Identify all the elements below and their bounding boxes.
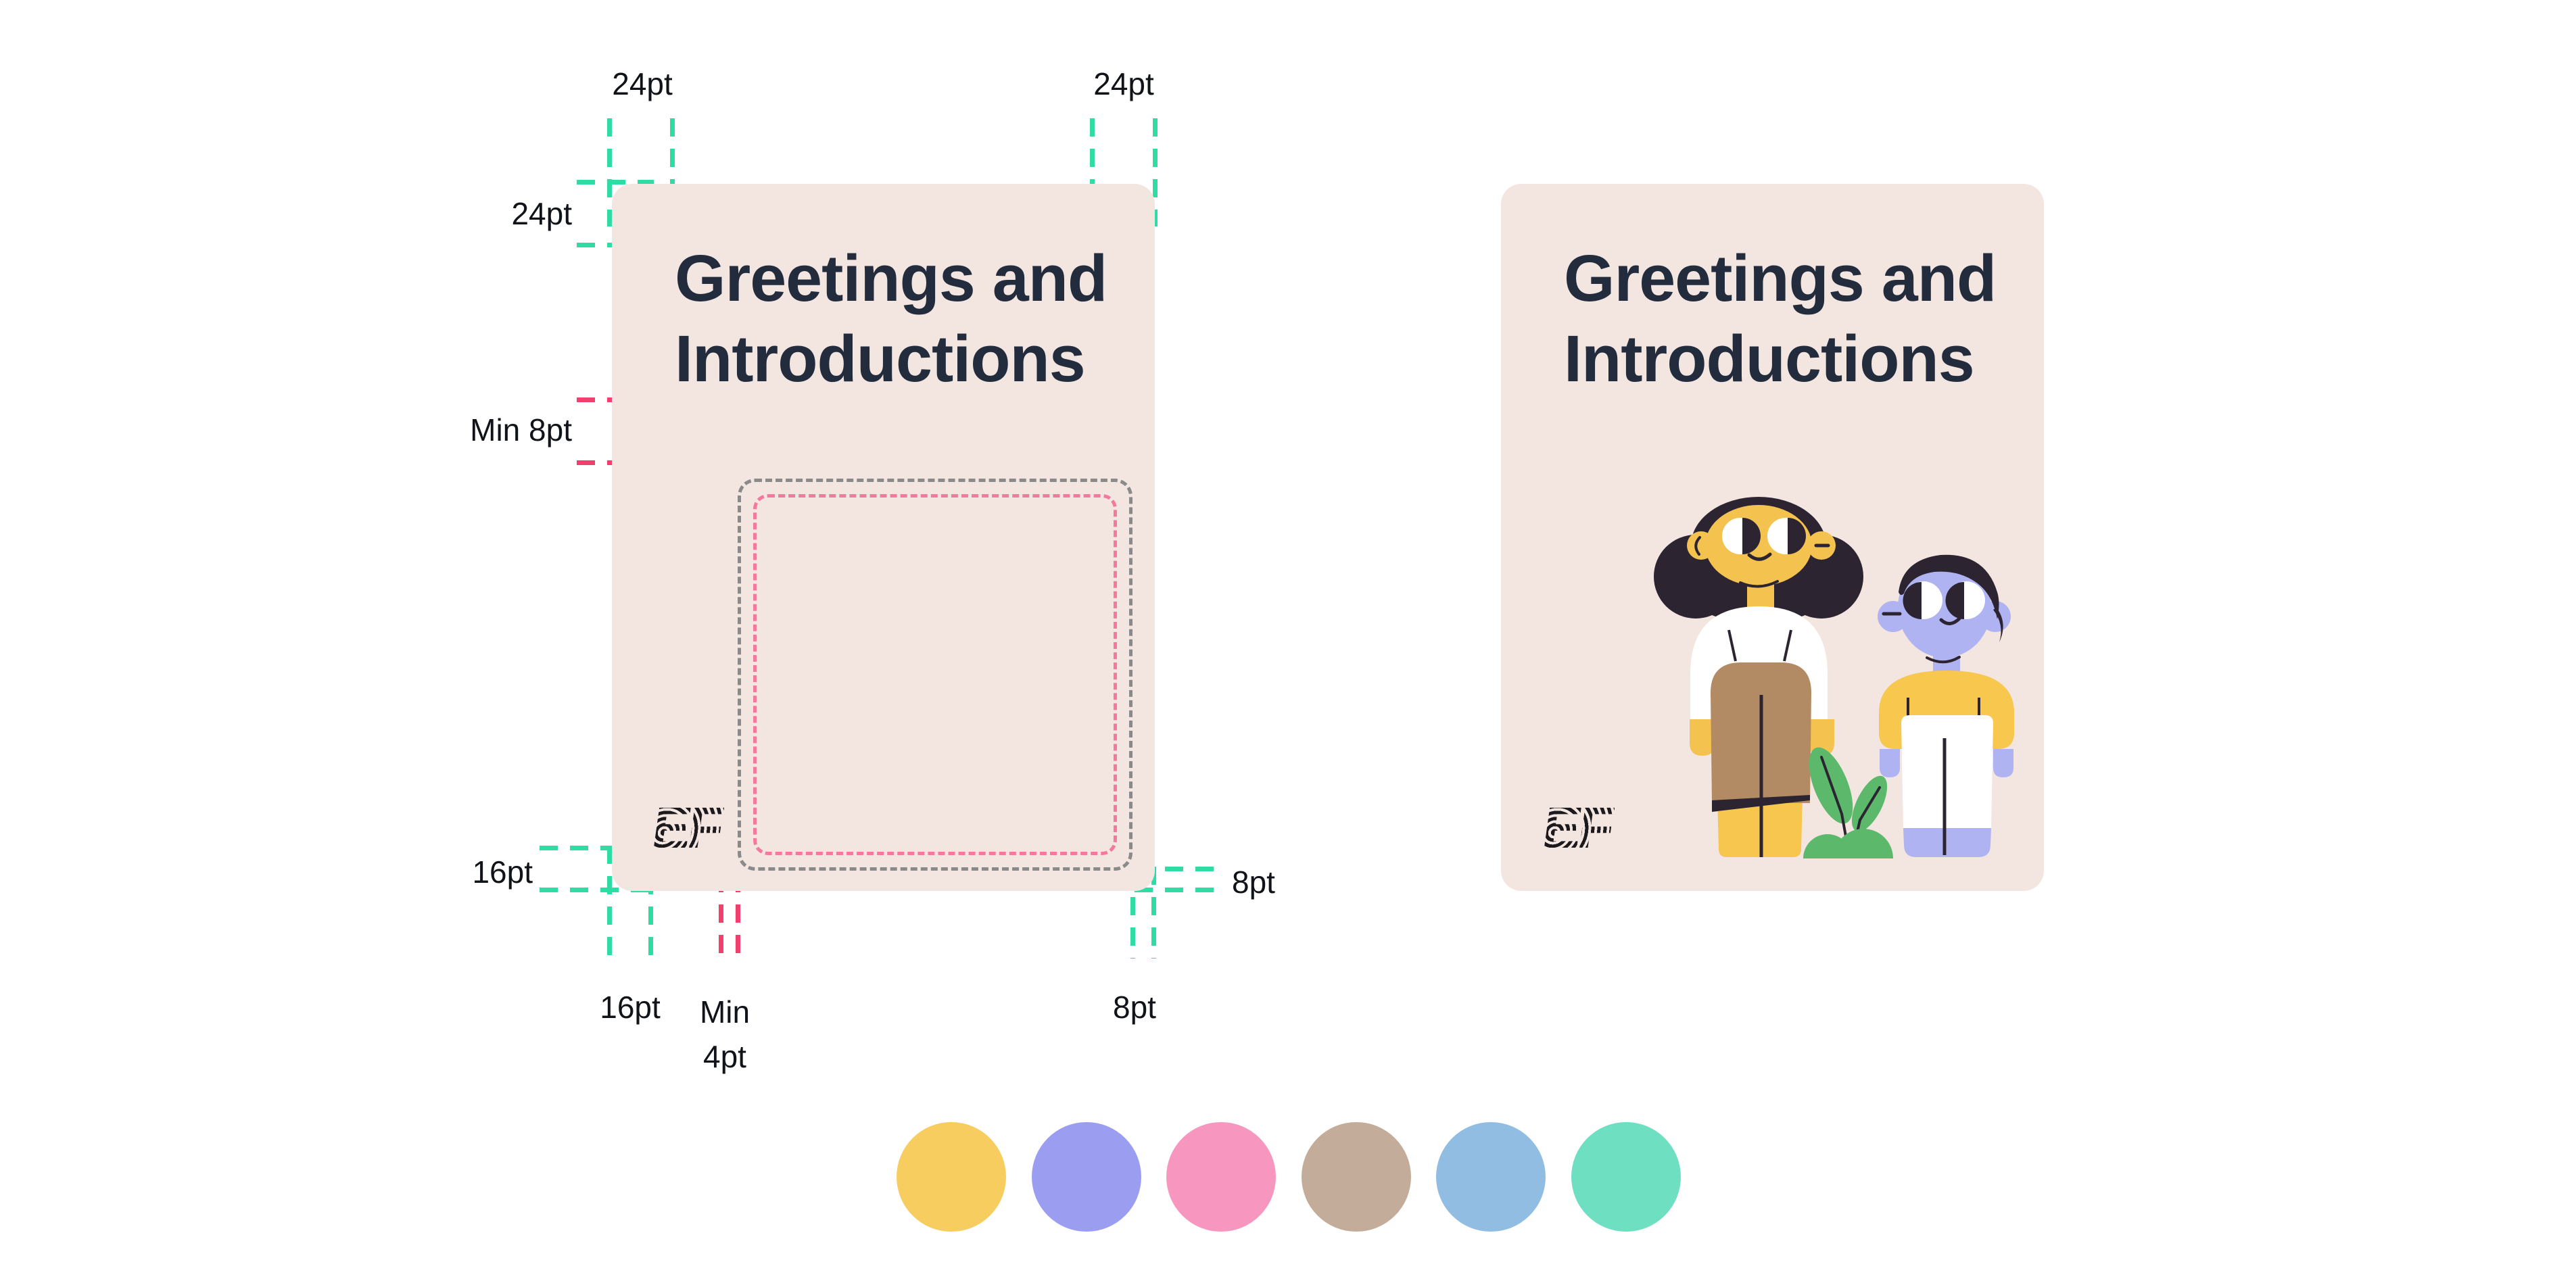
card-title-line-1: Greetings and <box>1564 241 1997 315</box>
label-4pt-value: 4pt <box>703 1039 746 1074</box>
guide-16pt-bottom-v2 <box>648 846 653 959</box>
woman-suspender-right <box>1783 629 1792 662</box>
guide-16pt-bottom-v1 <box>607 846 612 959</box>
label-16pt-bottom: 16pt <box>600 990 661 1025</box>
woman-pupil-left <box>1742 518 1761 554</box>
card-title: Greetings and Introductions <box>1564 238 1997 399</box>
child-hair-sideburn <box>1993 608 2003 642</box>
plant <box>1803 747 1893 858</box>
card-title-line-1: Greetings and <box>675 241 1107 315</box>
woman-ear-line-left <box>1694 536 1701 556</box>
card-layout-spec: Greetings and Introductions EF <box>612 184 1155 891</box>
guide-24pt-top-left-v1 <box>607 118 612 226</box>
woman-pupil-right <box>1788 518 1806 554</box>
card-title-line-2: Introductions <box>675 322 1086 395</box>
label-8pt-bottom: 8pt <box>1113 990 1156 1025</box>
palette-swatch-yellow <box>897 1122 1006 1232</box>
child-figure <box>1878 554 2014 857</box>
guide-8pt-right-h2 <box>1135 888 1225 892</box>
label-min-4pt: Min 4pt <box>671 990 779 1079</box>
image-safe-area-outer <box>738 479 1132 871</box>
guide-24pt-top-left-v2 <box>670 118 675 226</box>
child-feet <box>1903 828 1991 857</box>
label-16pt-left: 16pt <box>472 854 533 890</box>
palette-swatch-pink <box>1166 1122 1276 1232</box>
woman-chin-line <box>1739 580 1779 588</box>
child-pupil-right <box>1945 582 1964 619</box>
palette-swatch-periwinkle <box>1032 1122 1141 1232</box>
child-pants <box>1901 715 1993 828</box>
guide-min4pt-v2 <box>736 844 740 960</box>
palette-swatch-tan <box>1302 1122 1411 1232</box>
guide-8pt-right-h1 <box>1135 867 1225 871</box>
guide-16pt-bottom-h2 <box>540 888 653 892</box>
woman-hand-left <box>1690 719 1715 756</box>
label-24pt-top-right: 24pt <box>1093 66 1154 101</box>
guide-min4pt-v1 <box>719 844 723 960</box>
child-chin-line <box>1926 656 1961 664</box>
guide-8pt-bottom-v1 <box>1130 867 1135 959</box>
card-example: Greetings and Introductions <box>1501 184 2044 891</box>
label-24pt-left: 24pt <box>511 196 572 231</box>
label-min-8pt: Min 8pt <box>470 412 572 447</box>
child-hand-left <box>1880 749 1900 777</box>
label-min-word: Min <box>699 994 750 1030</box>
plant-leaf-right-vein <box>1859 786 1881 821</box>
guide-16pt-bottom-h1 <box>540 846 653 850</box>
palette-swatch-mint <box>1571 1122 1681 1232</box>
woman-suspender-left <box>1727 629 1737 662</box>
child-hand-right <box>1993 749 2013 777</box>
label-8pt-right: 8pt <box>1232 865 1275 900</box>
guide-24pt-top-right-v1 <box>1090 118 1095 226</box>
people-illustration <box>1654 497 2014 858</box>
woman-figure <box>1654 497 1863 857</box>
ef-logo: EF <box>1538 796 1620 861</box>
woman-smile <box>1747 552 1772 561</box>
child-smile <box>1939 616 1961 625</box>
palette-swatch-light-blue <box>1436 1122 1546 1232</box>
card-title-line-2: Introductions <box>1564 322 1975 395</box>
card-title: Greetings and Introductions <box>675 238 1107 399</box>
child-hair <box>1899 554 1999 619</box>
ef-logo: EF <box>648 796 730 861</box>
guide-8pt-bottom-v2 <box>1151 867 1156 959</box>
guide-24pt-top-right-v2 <box>1153 118 1158 226</box>
label-24pt-top-left: 24pt <box>612 66 673 101</box>
plant-leaf-left-vein <box>1820 756 1843 815</box>
woman-hand-right <box>1809 719 1834 756</box>
plant-mound-right <box>1834 829 1893 858</box>
image-safe-area-inner <box>753 494 1117 855</box>
child-pupil-left <box>1903 582 1922 619</box>
guide-24pt-left-h1 <box>577 180 654 185</box>
